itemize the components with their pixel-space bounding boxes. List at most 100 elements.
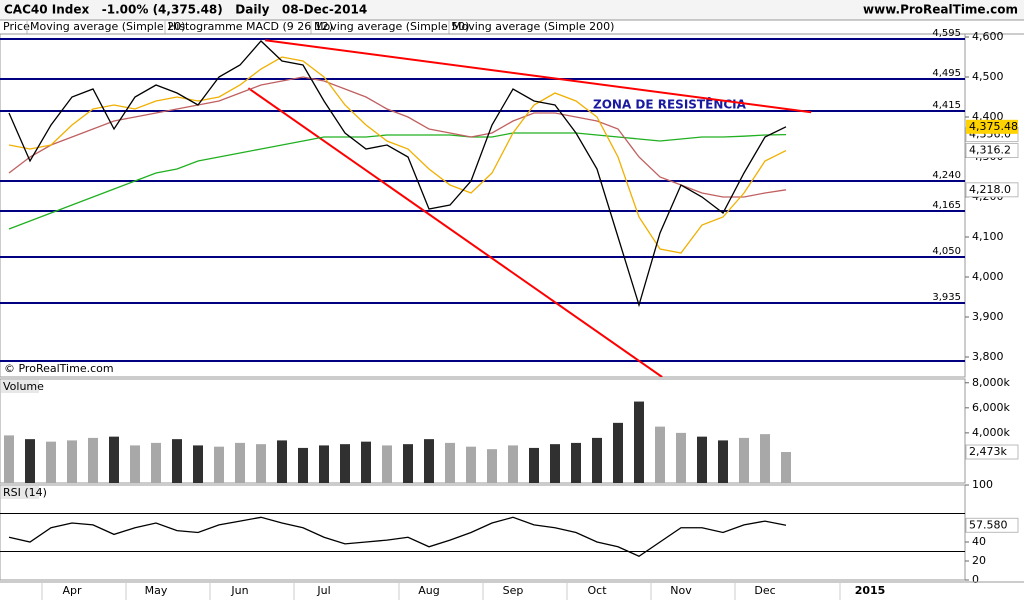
volume-bar xyxy=(550,444,560,483)
legend-entry: Price xyxy=(3,20,30,33)
volume-bar xyxy=(529,447,539,483)
value-tag xyxy=(965,517,1019,533)
level-label: 4,595 xyxy=(932,28,961,39)
panel xyxy=(0,378,966,484)
volume-bar xyxy=(88,437,98,483)
volume-bar xyxy=(67,440,77,483)
volume-bar xyxy=(760,434,770,483)
series-line xyxy=(8,40,787,308)
chart-title: CAC40 Index -1.00% (4,375.48) Daily 08-D… xyxy=(4,3,367,17)
y-tick-label: 3,900 xyxy=(972,310,1004,323)
x-tick-label: Aug xyxy=(418,584,439,597)
watermark: © ProRealTime.com xyxy=(4,362,114,375)
volume-bar xyxy=(319,445,329,483)
value-tag xyxy=(966,119,1018,134)
x-tick-label: Jul xyxy=(316,584,330,597)
value-tag-label: 4,316.2 xyxy=(969,144,1011,157)
x-tick-label: 2015 xyxy=(855,584,886,597)
volume-bar xyxy=(592,437,602,483)
volume-bar xyxy=(718,440,728,483)
source[interactable]: www.ProRealTime.com xyxy=(863,3,1018,17)
y-tick-label: 4,000k xyxy=(972,426,1010,439)
panel-title: RSI (14) xyxy=(3,486,47,499)
legend-entry: Moving average (Simple 200) xyxy=(452,20,614,33)
volume-bar xyxy=(382,445,392,483)
volume-bar xyxy=(277,440,287,483)
header-bar xyxy=(0,0,1024,20)
y-tick-label: 6,000k xyxy=(972,401,1010,414)
volume-bar xyxy=(25,439,35,483)
value-tag-label: 4,375.48 xyxy=(969,120,1018,133)
volume-bar xyxy=(424,439,434,483)
legend-entry: Moving average (Simple 50) xyxy=(314,20,469,33)
value-tag-label: 4,218.0 xyxy=(969,183,1011,196)
panel-title: Volume xyxy=(3,380,44,393)
volume-bar xyxy=(508,445,518,483)
series-line xyxy=(8,516,787,557)
annotation: ZONA DE RESISTÊNCIA xyxy=(593,97,747,112)
y-tick-label: 0 xyxy=(972,573,979,586)
series-line xyxy=(8,56,787,254)
volume-bar xyxy=(214,446,224,483)
volume-bar xyxy=(739,437,749,483)
level-label: 4,165 xyxy=(932,200,961,211)
volume-bar xyxy=(445,442,455,483)
value-tag xyxy=(965,182,1019,198)
volume-bar xyxy=(487,449,497,483)
level-label: 4,050 xyxy=(932,246,961,257)
x-tick-label: Apr xyxy=(62,584,82,597)
volume-bar xyxy=(613,422,623,483)
volume-bar xyxy=(298,447,308,483)
volume-bar xyxy=(172,439,182,483)
volume-bar xyxy=(634,401,644,483)
volume-bar xyxy=(130,445,140,483)
x-tick-label: Oct xyxy=(587,584,607,597)
level-label: 4,415 xyxy=(932,100,961,111)
volume-bar xyxy=(151,442,161,483)
value-tag xyxy=(965,444,1019,460)
x-tick-label: May xyxy=(145,584,168,597)
y-tick-label: 40 xyxy=(972,535,986,548)
volume-bar xyxy=(697,436,707,483)
y-tick-label: 100 xyxy=(972,478,993,491)
volume-bar xyxy=(4,435,14,483)
volume-bar xyxy=(571,442,581,483)
volume-bar xyxy=(466,446,476,483)
legend-entry: Moving average (Simple 20) xyxy=(30,20,185,33)
volume-bar xyxy=(109,436,119,483)
y-tick-label: 3,800 xyxy=(972,350,1004,363)
level-label: 3,935 xyxy=(932,292,961,303)
y-tick-label: 4,500 xyxy=(972,70,1004,83)
level-label: 4,240 xyxy=(932,170,961,181)
value-tag xyxy=(965,143,1019,159)
y-tick-label: 20 xyxy=(972,554,986,567)
panel xyxy=(0,33,966,378)
x-tick-label: Nov xyxy=(670,584,692,597)
y-tick-label: 4,000 xyxy=(972,270,1004,283)
value-tag-label: 2,473k xyxy=(969,445,1007,458)
panel xyxy=(0,484,966,581)
volume-bar xyxy=(340,444,350,483)
volume-bar xyxy=(256,444,266,483)
volume-bar xyxy=(235,442,245,483)
y-tick-label: 4,100 xyxy=(972,230,1004,243)
volume-bar xyxy=(361,441,371,483)
y-tick-label: 4,600 xyxy=(972,30,1004,43)
volume-bar xyxy=(46,441,56,483)
x-tick-label: Jun xyxy=(230,584,248,597)
series-line xyxy=(8,76,787,198)
panel-title-bg xyxy=(1,380,39,393)
volume-bar xyxy=(676,432,686,483)
value-tag-label: 57.580 xyxy=(969,518,1008,531)
x-tick-label: Dec xyxy=(754,584,775,597)
trendline xyxy=(265,39,812,114)
trendline xyxy=(247,87,663,377)
y-tick-label: 8,000k xyxy=(972,376,1010,389)
volume-bar xyxy=(781,452,791,483)
panel-title-bg xyxy=(1,486,39,499)
volume-bar xyxy=(193,445,203,483)
volume-bar xyxy=(655,426,665,483)
series-line xyxy=(8,132,787,230)
level-label: 4,495 xyxy=(932,68,961,79)
